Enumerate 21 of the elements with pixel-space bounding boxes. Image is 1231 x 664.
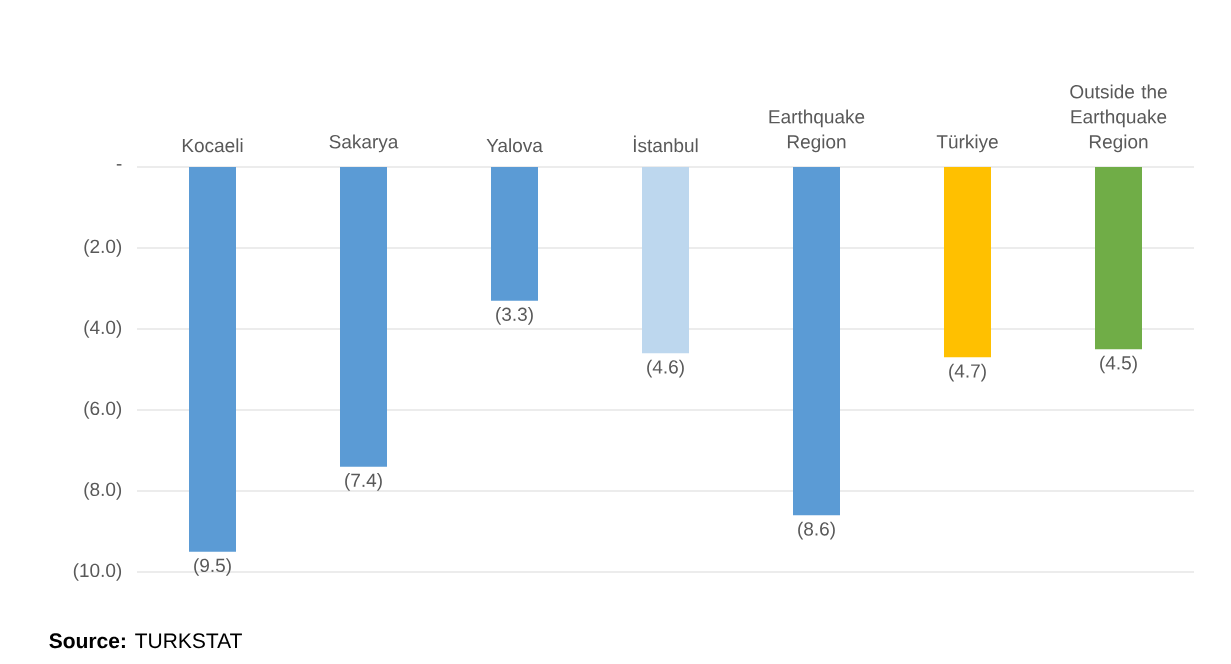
text: Source: TURKSTAT xyxy=(49,633,242,649)
y-tick-label: - xyxy=(116,164,122,166)
data-label: (9.5) xyxy=(194,558,231,576)
x-tick-label: Türkiye xyxy=(936,134,998,153)
y-tick-label: (4.0) xyxy=(84,320,122,338)
x-tick-label: Yalova xyxy=(486,138,543,153)
x-tick-label: Sakarya xyxy=(329,134,399,153)
data-label: (4.6) xyxy=(647,359,684,378)
x-tick-label: İstanbul xyxy=(633,135,698,153)
data-label: (4.5) xyxy=(1100,355,1137,374)
x-tick-label: Outside the Earthquake Region xyxy=(1070,84,1167,153)
data-label: (7.4) xyxy=(345,473,382,491)
x-tick-label: Kocaeli xyxy=(182,138,243,153)
data-label: (8.6) xyxy=(798,521,835,540)
data-label: (4.7) xyxy=(949,363,986,382)
y-tick-label: (2.0) xyxy=(84,239,122,257)
y-tick-label: (8.0) xyxy=(84,482,122,500)
data-label: (3.3) xyxy=(496,307,533,325)
x-tick-label: Earthquake Region xyxy=(769,109,865,153)
y-tick-label: (6.0) xyxy=(84,401,122,419)
y-tick-label: (10.0) xyxy=(73,563,122,581)
